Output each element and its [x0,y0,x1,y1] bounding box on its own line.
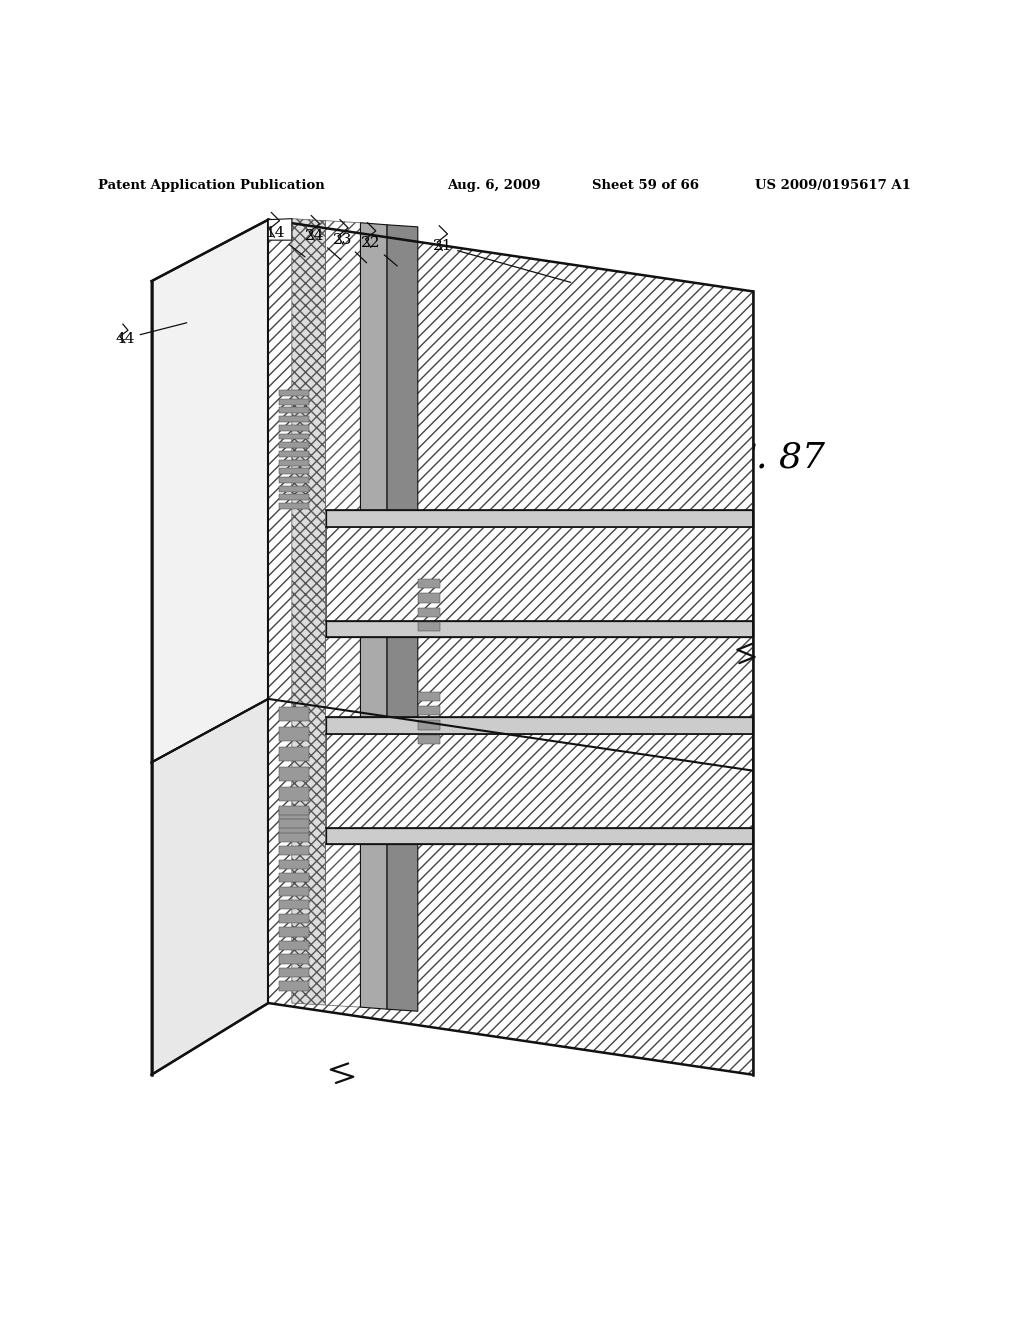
Polygon shape [387,224,418,1011]
Bar [279,828,309,841]
Polygon shape [326,734,753,828]
Bar [279,859,309,869]
Text: Patent Application Publication: Patent Application Publication [98,180,325,193]
Bar [279,433,309,440]
Text: FIG. 87: FIG. 87 [690,441,825,474]
Bar [279,767,309,781]
Bar [279,747,309,760]
Polygon shape [326,717,753,734]
Polygon shape [152,219,268,763]
Bar [279,913,309,923]
Bar [279,874,309,882]
Bar [279,788,309,801]
Bar [279,968,309,977]
Text: 21: 21 [432,239,570,282]
Text: 23: 23 [334,234,367,263]
Bar [279,928,309,936]
Polygon shape [268,219,753,1074]
Polygon shape [360,223,387,1010]
Bar [279,727,309,741]
Bar [279,495,309,500]
Bar [279,887,309,896]
Bar [279,459,309,466]
Bar [279,399,309,405]
Bar [279,442,309,449]
Bar [418,721,440,730]
Bar [279,469,309,474]
Bar [418,579,440,589]
Bar [279,708,309,721]
Bar [279,982,309,990]
Polygon shape [326,527,753,622]
Text: Aug. 6, 2009: Aug. 6, 2009 [447,180,541,193]
Text: 22: 22 [360,236,397,267]
Bar [279,846,309,855]
Polygon shape [326,622,753,638]
Text: 24: 24 [304,230,341,260]
Text: US 2009/0195617 A1: US 2009/0195617 A1 [755,180,910,193]
Polygon shape [326,828,753,845]
Polygon shape [152,698,268,1074]
Bar [279,425,309,430]
Bar [279,486,309,491]
Bar [279,954,309,964]
Bar [418,735,440,744]
Bar [279,389,309,396]
Bar [279,477,309,483]
Polygon shape [292,219,326,1005]
Bar [279,808,309,821]
Bar [279,900,309,909]
Bar [279,416,309,422]
Bar [279,818,309,828]
Bar [418,594,440,603]
Bar [418,622,440,631]
Bar [418,692,440,701]
Text: 14: 14 [264,226,305,257]
Bar [279,941,309,950]
Polygon shape [326,220,360,1007]
Bar [279,451,309,457]
Bar [279,805,309,814]
Polygon shape [268,219,292,240]
Bar [279,408,309,413]
Text: Sheet 59 of 66: Sheet 59 of 66 [592,180,698,193]
Polygon shape [326,511,753,527]
Bar [418,706,440,715]
Bar [418,607,440,616]
Bar [279,833,309,842]
Bar [279,503,309,510]
Text: 44: 44 [115,323,186,346]
